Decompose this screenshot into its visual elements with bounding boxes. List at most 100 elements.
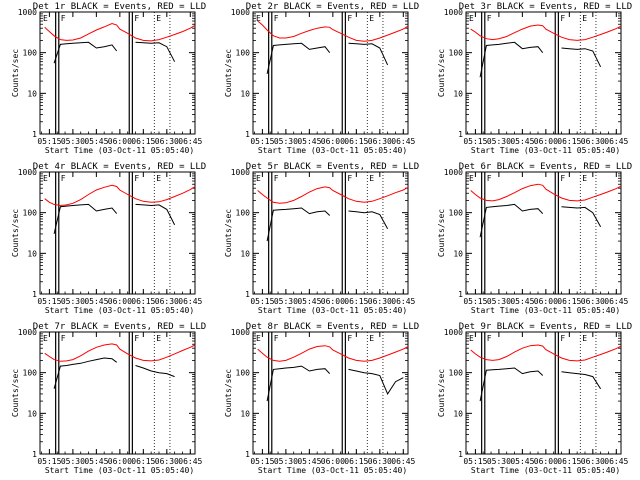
y-tick-label: 1000 <box>231 168 250 177</box>
y-tick-label: 10 <box>453 89 463 98</box>
flag-letter: F <box>134 14 139 23</box>
plot-frame <box>465 11 622 135</box>
x-tick-label: 06:15 <box>344 137 368 146</box>
plot-frame <box>252 11 409 135</box>
x-tick-label: 06:15 <box>557 457 581 466</box>
x-tick-label: 05:30 <box>487 457 511 466</box>
flag-letter: E <box>156 334 161 343</box>
y-tick-label: 1000 <box>231 328 250 337</box>
lld-series-line <box>257 186 409 204</box>
panel-title: Det 7r BLACK = Events, RED = LLD <box>33 322 206 332</box>
flag-letter: E <box>256 334 261 343</box>
detector-panel: Det 5r BLACK = Events, RED = LLD 1 10 100 10… <box>224 162 419 315</box>
x-tick-label: 05:15 <box>250 297 274 306</box>
x-tick-label: 05:15 <box>37 137 61 146</box>
events-series-line <box>53 203 176 235</box>
flag-letter: F <box>487 14 492 23</box>
x-tick-label: 06:45 <box>178 297 202 306</box>
x-tick-label: 06:45 <box>391 457 415 466</box>
x-tick-label: 06:00 <box>534 297 558 306</box>
x-tick-label: 05:30 <box>487 297 511 306</box>
x-tick-label: 05:15 <box>250 137 274 146</box>
y-axis-label: Counts/sec <box>11 49 20 97</box>
x-tick-label: 05:30 <box>61 297 85 306</box>
x-tick-label: 05:30 <box>61 137 85 146</box>
flag-letter: F <box>61 14 66 23</box>
x-tick-label: 05:30 <box>274 297 298 306</box>
y-tick-label: 100 <box>449 369 464 378</box>
lld-series-line <box>44 343 196 362</box>
x-axis-label: Start Time (03-Oct-11 05:05:40) <box>45 146 194 155</box>
flag-letter: F <box>134 334 139 343</box>
flag-letter: E <box>369 334 374 343</box>
flag-letter: E <box>469 174 474 183</box>
x-tick-label: 06:15 <box>557 297 581 306</box>
x-tick-label: 05:45 <box>510 297 534 306</box>
x-tick-label: 06:00 <box>321 457 345 466</box>
x-tick-label: 06:00 <box>534 137 558 146</box>
x-tick-label: 06:30 <box>155 137 179 146</box>
x-axis-label: Start Time (03-Oct-11 05:05:40) <box>45 306 194 315</box>
y-axis-label: Counts/sec <box>437 369 446 417</box>
plot-frame <box>39 11 196 135</box>
y-tick-label: 10 <box>453 249 463 258</box>
x-tick-label: 05:15 <box>37 297 61 306</box>
flag-letter: E <box>582 14 587 23</box>
y-tick-label: 1000 <box>18 8 37 17</box>
detector-panel: Det 9r BLACK = Events, RED = LLD 1 10 100 10… <box>437 322 632 475</box>
x-tick-label: 06:00 <box>108 137 132 146</box>
detector-panel: Det 4r BLACK = Events, RED = LLD 1 10 100 10… <box>11 162 206 315</box>
x-axis-label: Start Time (03-Oct-11 05:05:40) <box>471 146 620 155</box>
x-tick-label: 06:00 <box>108 457 132 466</box>
x-tick-label: 06:30 <box>368 137 392 146</box>
panel-title: Det 3r BLACK = Events, RED = LLD <box>459 2 632 12</box>
y-tick-label: 1000 <box>444 8 463 17</box>
y-tick-label: 10 <box>240 249 250 258</box>
panel-title: Det 6r BLACK = Events, RED = LLD <box>459 162 632 172</box>
panel-title: Det 2r BLACK = Events, RED = LLD <box>246 2 419 12</box>
flag-letter: E <box>582 334 587 343</box>
events-series-line <box>266 42 389 75</box>
lld-series-line <box>44 22 196 42</box>
x-tick-label: 05:30 <box>274 137 298 146</box>
x-tick-label: 06:00 <box>321 297 345 306</box>
x-tick-label: 06:15 <box>344 297 368 306</box>
events-series-line <box>479 367 602 402</box>
flag-letter: F <box>347 334 352 343</box>
x-tick-label: 06:00 <box>108 297 132 306</box>
flag-letter: E <box>582 174 587 183</box>
x-axis-label: Start Time (03-Oct-11 05:05:40) <box>258 306 407 315</box>
y-axis-label: Counts/sec <box>11 369 20 417</box>
x-tick-label: 05:15 <box>463 137 487 146</box>
x-tick-label: 06:45 <box>178 137 202 146</box>
y-tick-label: 1 <box>458 450 463 459</box>
flag-letter: F <box>560 334 565 343</box>
events-series-line <box>266 365 404 402</box>
x-tick-label: 06:45 <box>391 297 415 306</box>
lld-series-line <box>257 20 409 42</box>
x-tick-label: 06:45 <box>391 137 415 146</box>
x-tick-label: 05:45 <box>84 137 108 146</box>
y-tick-label: 1 <box>245 450 250 459</box>
plot-frame <box>465 171 622 295</box>
x-tick-label: 05:15 <box>463 297 487 306</box>
y-axis-label: Counts/sec <box>224 49 233 97</box>
y-axis-label: Counts/sec <box>224 369 233 417</box>
lld-series-line <box>257 345 409 362</box>
y-tick-label: 100 <box>23 369 38 378</box>
x-tick-label: 05:30 <box>487 137 511 146</box>
flag-letter: E <box>256 174 261 183</box>
y-tick-label: 10 <box>240 409 250 418</box>
flag-letter: F <box>347 174 352 183</box>
plot-frame <box>39 331 196 455</box>
events-series-line <box>479 41 602 78</box>
x-tick-label: 06:00 <box>534 457 558 466</box>
flag-letter: F <box>274 14 279 23</box>
x-tick-label: 06:45 <box>604 137 628 146</box>
x-tick-label: 06:30 <box>155 297 179 306</box>
flag-letter: E <box>256 14 261 23</box>
x-tick-label: 06:15 <box>344 457 368 466</box>
flag-letter: E <box>43 334 48 343</box>
events-series-line <box>266 207 389 242</box>
y-tick-label: 100 <box>23 49 38 58</box>
